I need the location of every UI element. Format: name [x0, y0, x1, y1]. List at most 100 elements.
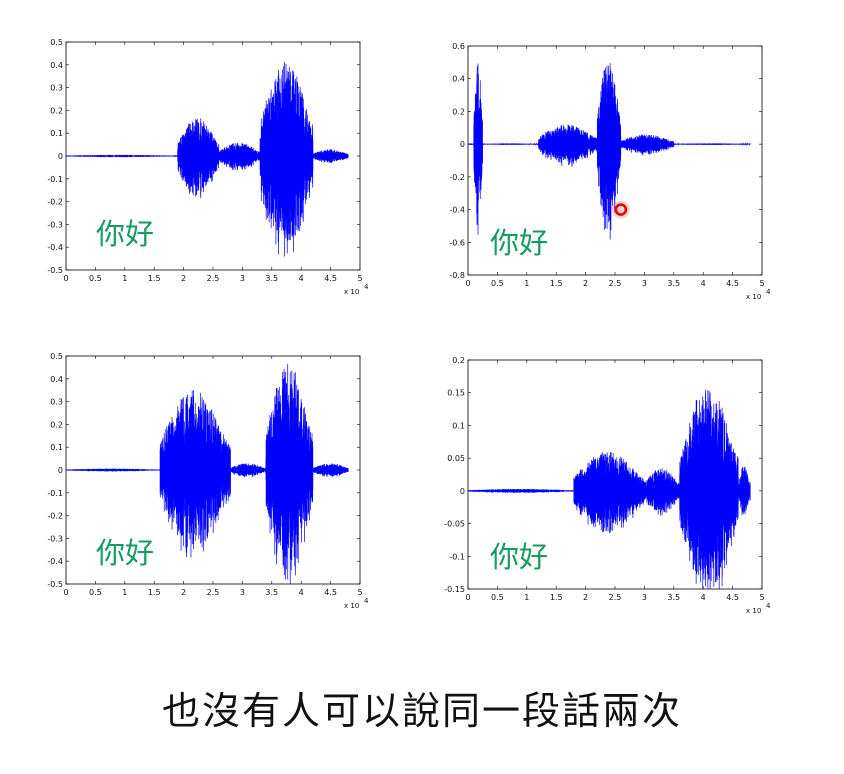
y-tick-label: 0: [58, 152, 63, 161]
x-tick-label: 3.5: [667, 593, 680, 602]
x-tick-label: 4: [701, 593, 706, 602]
y-tick-label: -0.1: [47, 175, 63, 184]
x-tick-label: 0.5: [491, 593, 504, 602]
x-tick-label: 3: [240, 588, 245, 597]
x-tick-label: 5: [357, 274, 362, 283]
y-tick-label: 0: [460, 487, 465, 496]
y-tick-label: 0.4: [452, 75, 465, 84]
y-tick-label: -0.1: [47, 489, 63, 498]
y-tick-label: -0.3: [47, 534, 63, 543]
x-tick-label: 0: [63, 588, 68, 597]
y-tick-label: -0.2: [449, 173, 465, 182]
x-tick-label: 4.5: [726, 279, 739, 288]
chart-label: 你好: [96, 536, 154, 570]
x-exponent-power: 4: [364, 597, 369, 605]
x-exponent-label: x 10: [746, 607, 761, 615]
x-exponent-label: x 10: [344, 288, 359, 296]
waveform-series: [467, 389, 751, 590]
x-tick-label: 3.5: [667, 279, 680, 288]
y-tick-label: -0.4: [47, 557, 63, 566]
chart-3-svg: 0 0.5 1 1.5 2 2.5 3 3.5 4 4.5 50.50.40.30.20.10-0.…: [47, 352, 369, 610]
x-tick-label: 1.5: [148, 274, 161, 283]
x-tick-label: 1: [524, 279, 529, 288]
y-tick-label: 0.5: [50, 38, 63, 47]
y-tick-label: -0.3: [47, 220, 63, 229]
chart-label: 你好: [490, 540, 548, 574]
y-tick-label: 0.6: [452, 42, 465, 51]
chart-1-svg: 0 0.5 1 1.5 2 2.5 3 3.5 4 4.5 50.50.40.30.20.10-0.…: [47, 38, 369, 296]
waveform-series: [65, 62, 349, 257]
chart-4-svg: 0 0.5 1 1.5 2 2.5 3 3.5 4 4.5 5 0.2 0.15 0.1 0.05 0 -0.0…: [444, 356, 771, 615]
x-tick-label: 0: [63, 274, 68, 283]
caption-text: 也沒有人可以說同一段話兩次: [161, 689, 682, 733]
x-tick-label: 2: [181, 274, 186, 283]
x-tick-label: 2.5: [609, 593, 622, 602]
y-tick-label: 0: [58, 466, 63, 475]
x-tick-label: 1.5: [550, 593, 563, 602]
y-tick-label: -0.4: [47, 243, 63, 252]
x-tick-label: 3: [642, 279, 647, 288]
x-exponent-label: x 10: [344, 602, 359, 610]
y-tick-label: 0.2: [50, 106, 63, 115]
x-tick-label: 3: [642, 593, 647, 602]
chart-2-svg: 0 0.5 1 1.5 2 2.5 3 3.5 4 4.5 5 0.6 0.4 0.2 0 -0.2 -0.4 -…: [449, 42, 771, 301]
x-tick-label: 2: [583, 279, 588, 288]
y-tick-label: 0.2: [452, 107, 465, 116]
x-tick-label: 4: [299, 274, 304, 283]
y-tick-label: -0.2: [47, 198, 63, 207]
waveform-chart-1: 0 0.5 1 1.5 2 2.5 3 3.5 4 4.5 5 0.5 0.4 0.3 0.2 0.1 0 -0.…: [36, 34, 376, 304]
waveform-chart-2: 0 0.5 1 1.5 2 2.5 3 3.5 4 4.5 5 0.6 0.4 0.2 0 -0.2 -0.4 -…: [430, 38, 780, 308]
y-tick-label: -0.4: [449, 206, 465, 215]
x-tick-label: 0.5: [491, 279, 504, 288]
waveform-series: [65, 364, 349, 585]
x-tick-label: 2.5: [207, 588, 220, 597]
x-tick-label: 2: [583, 593, 588, 602]
y-tick-label: 0.1: [50, 129, 63, 138]
y-tick-label: 0.1: [50, 443, 63, 452]
y-tick-label: 0.4: [50, 375, 63, 384]
chart-label: 你好: [96, 217, 154, 251]
x-tick-label: 5: [357, 588, 362, 597]
y-tick-label: -0.2: [47, 512, 63, 521]
x-tick-label: 0: [465, 279, 470, 288]
y-tick-label: 0.4: [50, 61, 63, 70]
waveform-chart-3: 0 0.5 1 1.5 2 2.5 3 3.5 4 4.5 5 0.5 0.4 0.3 0.2 0.1 0 -0.…: [36, 348, 376, 618]
y-tick-label: -0.5: [47, 266, 63, 275]
x-tick-label: 2.5: [609, 279, 622, 288]
y-tick-label: 0.05: [447, 454, 465, 463]
y-tick-label: -0.8: [449, 271, 465, 280]
y-tick-label: 0.15: [447, 389, 465, 398]
x-tick-label: 5: [759, 279, 764, 288]
y-tick-label: -0.15: [444, 585, 465, 594]
x-tick-label: 4.5: [324, 588, 337, 597]
y-tick-label: 0.1: [452, 421, 465, 430]
x-exponent-power: 4: [364, 283, 369, 291]
x-tick-label: 0.5: [89, 274, 102, 283]
y-tick-label: -0.05: [444, 520, 465, 529]
chart-label: 你好: [490, 226, 548, 260]
y-tick-label: -0.6: [449, 238, 465, 247]
cursor-glow: [611, 200, 630, 219]
x-tick-label: 3: [240, 274, 245, 283]
x-tick-label: 1.5: [550, 279, 563, 288]
x-tick-label: 2: [181, 588, 186, 597]
x-tick-label: 2.5: [207, 274, 220, 283]
x-tick-label: 0.5: [89, 588, 102, 597]
waveform-series: [467, 63, 751, 240]
y-tick-label: 0.3: [50, 84, 63, 93]
y-tick-label: 0.2: [452, 356, 465, 365]
x-tick-label: 4.5: [324, 274, 337, 283]
x-tick-label: 4: [299, 588, 304, 597]
x-exponent-power: 4: [766, 602, 771, 610]
x-tick-label: 1: [524, 593, 529, 602]
y-tick-label: 0.3: [50, 398, 63, 407]
x-exponent-label: x 10: [746, 293, 761, 301]
waveform-chart-4: 0 0.5 1 1.5 2 2.5 3 3.5 4 4.5 5 0.2 0.15 0.1 0.05 0 -0.0…: [430, 352, 780, 622]
x-exponent-power: 4: [766, 288, 771, 296]
y-tick-label: 0.2: [50, 420, 63, 429]
x-tick-label: 4.5: [726, 593, 739, 602]
y-tick-label: 0.5: [50, 352, 63, 361]
x-tick-label: 1.5: [148, 588, 161, 597]
y-tick-label: -0.1: [449, 552, 465, 561]
x-tick-label: 0: [465, 593, 470, 602]
